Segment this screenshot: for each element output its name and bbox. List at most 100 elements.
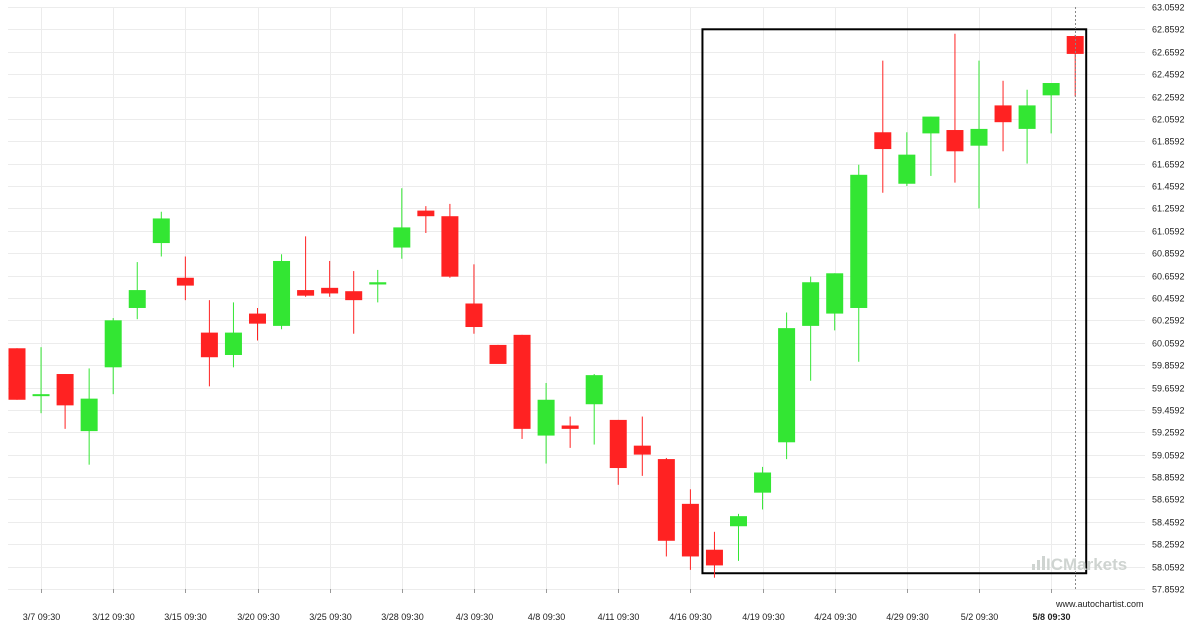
x-tick-label: 3/28 09:30	[381, 612, 424, 622]
x-tick-label: 3/7 09:30	[23, 612, 61, 622]
candle-body-down	[200, 332, 218, 358]
candle-body-up	[1042, 83, 1060, 96]
x-tick-label: 3/12 09:30	[92, 612, 135, 622]
candle-body-up	[850, 174, 868, 308]
y-tick-label: 59.4592	[1152, 406, 1185, 416]
candle-body-up	[754, 472, 772, 493]
y-tick-label: 59.8592	[1152, 361, 1185, 371]
candle-body-down	[297, 290, 315, 296]
y-tick-label: 62.4592	[1152, 70, 1185, 80]
candle-body-down	[681, 503, 699, 557]
candle-body-down	[8, 348, 26, 400]
x-axis-ticks: 3/7 09:30 3/12 09:30 3/15 09:30 3/20 09:30 3…	[23, 589, 1071, 622]
y-tick-label: 59.6592	[1152, 384, 1185, 394]
candle-body-up	[393, 227, 411, 248]
candle-body-down	[561, 425, 579, 429]
watermark-site: www.autochartist.com	[1055, 599, 1144, 609]
x-tick-label: 4/16 09:30	[669, 612, 712, 622]
y-tick-label: 61.4592	[1152, 182, 1185, 192]
y-axis-ticks: 57.8592 58.0592 58.2592 58.4592 58.6592 58.85…	[1152, 3, 1185, 595]
y-tick-label: 62.2592	[1152, 93, 1185, 103]
candle-body-down	[994, 105, 1012, 123]
y-tick-label: 59.2592	[1152, 428, 1185, 438]
candle-body-down	[705, 549, 723, 566]
candle-body-up	[128, 290, 146, 308]
y-tick-label: 61.2592	[1152, 204, 1185, 214]
candle-body-up	[224, 332, 242, 355]
candle-body-down	[489, 344, 507, 364]
candle-body-down	[874, 132, 892, 150]
candle-body-down	[321, 287, 339, 294]
candle-body-down	[176, 277, 194, 286]
candle-body-up	[369, 282, 387, 285]
candle-body-down	[441, 216, 459, 277]
x-tick-label: 5/2 09:30	[961, 612, 999, 622]
candle-body-up	[104, 320, 122, 368]
candle-body-up	[32, 394, 50, 397]
y-tick-label: 60.2592	[1152, 316, 1185, 326]
watermark-bar-2	[1037, 560, 1040, 570]
grid-lines	[8, 7, 1145, 590]
candle-body-up	[826, 273, 844, 314]
x-tick-label: 3/20 09:30	[237, 612, 280, 622]
y-tick-label: 59.0592	[1152, 451, 1185, 461]
y-tick-label: 57.8592	[1152, 585, 1185, 595]
x-tick-label: 5/8 09:30	[1032, 612, 1070, 622]
highlight-pattern-box	[701, 28, 1088, 575]
candle-body-down	[417, 210, 435, 217]
candle-body-down	[249, 313, 266, 324]
watermark-bar-1	[1032, 564, 1035, 570]
x-tick-label: 4/11 09:30	[598, 612, 640, 622]
candle-body-down	[345, 291, 363, 301]
candle-body-down	[56, 374, 74, 406]
candle-body-up	[1018, 105, 1036, 129]
y-tick-label: 58.8592	[1152, 473, 1185, 483]
y-tick-label: 60.8592	[1152, 249, 1185, 259]
x-tick-label: 4/3 09:30	[456, 612, 494, 622]
candle-body-up	[778, 328, 796, 443]
candle-body-up	[585, 375, 603, 405]
candle-body-up	[80, 398, 98, 432]
y-tick-label: 60.0592	[1152, 339, 1185, 349]
candle-body-down	[465, 303, 483, 328]
candle-body-up	[730, 516, 747, 527]
y-tick-label: 61.0592	[1152, 227, 1185, 237]
candle-body-up	[273, 260, 291, 326]
y-tick-label: 58.2592	[1152, 540, 1185, 550]
candle-body-up	[898, 154, 916, 184]
y-tick-label: 60.6592	[1152, 272, 1185, 282]
candle-body-down	[513, 334, 531, 429]
y-tick-label: 62.6592	[1152, 48, 1185, 58]
watermark-brand: ICMarkets	[1046, 555, 1127, 574]
x-tick-label: 4/29 09:30	[886, 612, 929, 622]
y-tick-label: 62.0592	[1152, 115, 1185, 125]
candle-body-up	[922, 116, 940, 134]
y-tick-label: 60.4592	[1152, 294, 1185, 304]
watermark-bar-3	[1042, 556, 1045, 570]
y-tick-label: 61.6592	[1152, 160, 1185, 170]
y-tick-label: 61.8592	[1152, 137, 1185, 147]
x-tick-label: 4/19 09:30	[742, 612, 785, 622]
candle-body-up	[970, 128, 988, 146]
candle-body-down	[633, 445, 651, 455]
x-tick-label: 4/8 09:30	[528, 612, 566, 622]
x-tick-label: 3/25 09:30	[309, 612, 352, 622]
y-tick-label: 62.8592	[1152, 25, 1185, 35]
candle-body-up	[537, 399, 555, 436]
y-tick-label: 58.0592	[1152, 563, 1185, 573]
candle-body-down	[946, 130, 964, 152]
candle-body-up	[152, 218, 170, 244]
candle-body-down	[609, 419, 627, 469]
watermark-logo: ICMarkets	[1032, 555, 1127, 574]
x-tick-label: 4/24 09:30	[814, 612, 857, 622]
y-tick-label: 58.6592	[1152, 495, 1185, 505]
y-tick-label: 58.4592	[1152, 518, 1185, 528]
y-tick-label: 63.0592	[1152, 3, 1185, 13]
candle-body-down	[657, 459, 675, 541]
x-tick-label: 3/15 09:30	[164, 612, 207, 622]
candles	[8, 33, 1084, 578]
candle-body-up	[802, 282, 820, 326]
pattern-rectangle	[701, 28, 1088, 575]
